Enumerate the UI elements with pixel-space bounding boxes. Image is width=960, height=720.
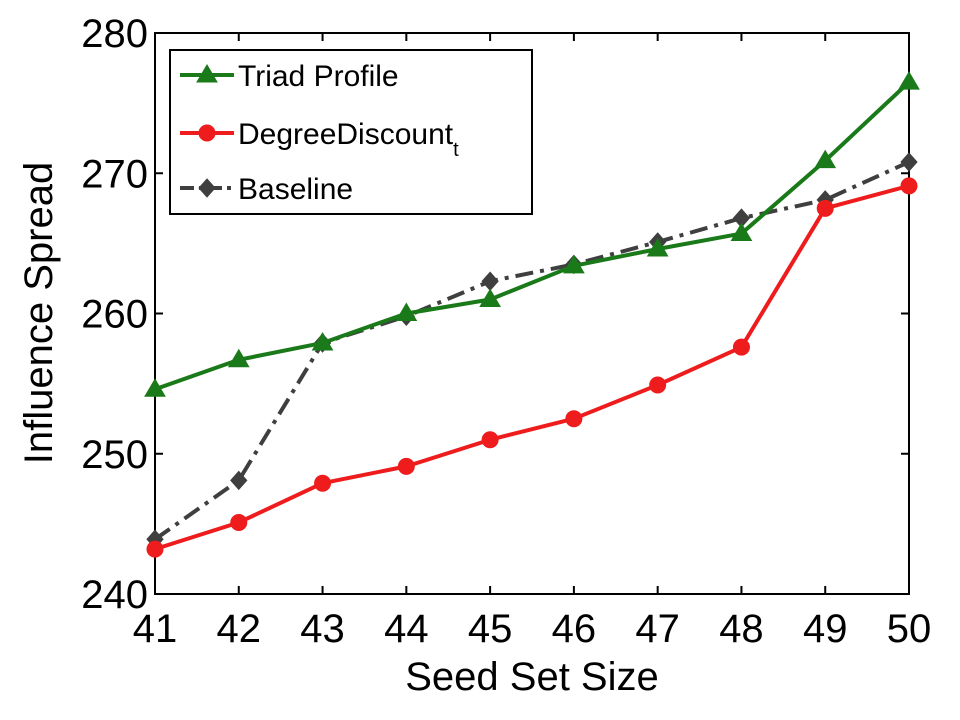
x-tick-label: 41 — [133, 607, 178, 651]
x-tick-label: 42 — [217, 607, 262, 651]
data-point — [649, 376, 667, 394]
x-tick-label: 49 — [803, 607, 848, 651]
x-tick-label: 47 — [635, 607, 680, 651]
data-point — [814, 149, 837, 169]
data-point — [397, 457, 415, 475]
data-point — [732, 338, 750, 356]
legend-label: Triad Profile — [238, 60, 399, 93]
data-point — [479, 288, 501, 307]
y-tick-label: 260 — [81, 293, 148, 337]
data-point — [646, 237, 669, 257]
data-point — [900, 152, 918, 172]
legend-marker — [196, 64, 218, 83]
series-layer — [144, 71, 920, 558]
ticks-layer: 41 42 43 44 45 46 47 48 49 50 240 250 260 270 280 — [81, 12, 931, 651]
data-point — [230, 470, 248, 491]
y-tick-label: 280 — [81, 12, 148, 56]
data-point — [730, 222, 753, 242]
legend-label-subscript: t — [453, 139, 459, 161]
legend-marker — [198, 124, 216, 142]
y-tick-label: 270 — [81, 152, 148, 196]
x-tick-label: 48 — [719, 607, 764, 651]
series-line — [154, 183, 910, 552]
data-point — [395, 302, 418, 321]
data-point — [144, 378, 166, 397]
y-tick-label: 250 — [81, 433, 148, 477]
data-point — [146, 540, 164, 558]
series-triad-profile — [144, 71, 920, 397]
data-point — [314, 474, 332, 492]
series-line — [153, 160, 910, 541]
legend-marker — [198, 178, 216, 198]
data-point — [563, 254, 585, 274]
x-tick-label: 44 — [384, 607, 429, 651]
data-point — [481, 431, 499, 449]
x-tick-label: 50 — [887, 607, 932, 651]
data-point — [230, 513, 248, 531]
data-point — [816, 199, 834, 217]
legend-item: Triad Profile — [180, 60, 399, 93]
y-tick-label: 240 — [81, 573, 148, 617]
x-tick-label: 46 — [552, 607, 597, 651]
x-tick-label: 43 — [300, 607, 345, 651]
data-point — [900, 177, 918, 195]
data-point — [565, 410, 583, 428]
x-tick-label: 45 — [468, 607, 513, 651]
data-point — [227, 348, 250, 368]
legend-label: Baseline — [238, 173, 353, 206]
series-line — [154, 80, 911, 392]
x-axis-title: Seed Set Size — [405, 655, 659, 699]
data-point — [898, 71, 920, 90]
y-axis-title: Influence Spread — [17, 162, 61, 464]
series-degreediscount — [146, 177, 918, 558]
data-point — [311, 331, 334, 351]
legend-item: Baseline — [180, 173, 353, 206]
